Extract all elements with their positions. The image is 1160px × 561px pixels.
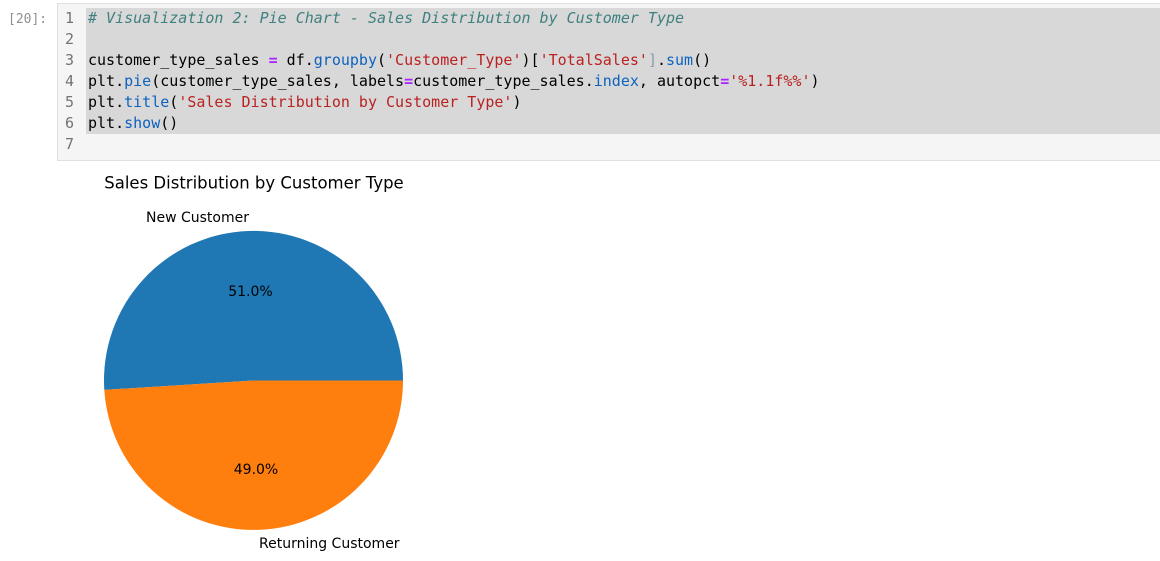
code-token: ) [512, 93, 522, 111]
pie-slice-returning-customer [104, 380, 404, 530]
code-token: sum [666, 51, 694, 69]
execution-count: [20]: [8, 12, 48, 27]
code-token: 'Sales Distribution by Customer Type' [178, 93, 513, 111]
code-token: plt. [88, 72, 125, 90]
code-token: plt. [88, 93, 125, 111]
line-number: 4 [58, 71, 86, 92]
code-token: (customer_type_sales, labels [151, 72, 405, 90]
line-number: 5 [58, 92, 86, 113]
code-line: 4 plt.pie(customer_type_sales, labels=cus… [58, 71, 1160, 92]
code-token: ( [169, 93, 179, 111]
line-number: 7 [58, 134, 86, 155]
code-line: 5 plt.title('Sales Distribution by Custom… [58, 92, 1160, 113]
code-token: title [124, 93, 170, 111]
code-token: ] [647, 51, 657, 69]
code-token: = [404, 72, 414, 90]
code-token: groupby [313, 51, 377, 69]
code-token: 'Customer_Type' [386, 51, 522, 69]
pct-label-returning-customer: 49.0% [234, 462, 278, 478]
code-token: . [656, 51, 666, 69]
pie-slices [104, 230, 404, 530]
line-number: 3 [58, 50, 86, 71]
code-token: pie [124, 72, 152, 90]
code-token: # Visualization 2: Pie Chart - Sales Dis… [88, 9, 685, 27]
wedge-label-returning-customer: Returning Customer [259, 536, 400, 552]
code-token: = [720, 72, 730, 90]
code-line-content: plt.show() [86, 113, 1160, 134]
code-token: () [693, 51, 712, 69]
code-token: '%1.1f%%' [729, 72, 811, 90]
code-token: () [160, 114, 179, 132]
code-token: customer_type_sales. [413, 72, 594, 90]
code-token: ( [377, 51, 387, 69]
code-line: 1 # Visualization 2: Pie Chart - Sales Di… [58, 8, 1160, 29]
figure-output: Sales Distribution by Customer Type New … [0, 160, 640, 561]
code-line-content: plt.pie(customer_type_sales, labels=cust… [86, 71, 1160, 92]
line-number: 2 [58, 29, 86, 50]
pct-label-new-customer: 51.0% [228, 284, 272, 300]
code-line: 6 plt.show() [58, 113, 1160, 134]
code-line-content [86, 134, 1160, 155]
code-token: , autopct [638, 72, 721, 90]
line-number: 1 [58, 8, 86, 29]
code-token: show [124, 114, 161, 132]
code-line: 2 [58, 29, 1160, 50]
line-number: 6 [58, 113, 86, 134]
code-token: = [268, 51, 278, 69]
code-token: )[ [521, 51, 540, 69]
code-line-content: # Visualization 2: Pie Chart - Sales Dis… [86, 8, 1160, 29]
code-token: plt. [88, 114, 125, 132]
code-line-content: plt.title('Sales Distribution by Custome… [86, 92, 1160, 113]
code-token: index [593, 72, 639, 90]
code-token: 'TotalSales' [539, 51, 648, 69]
code-token: ) [810, 72, 820, 90]
code-token: customer_type_sales [88, 51, 269, 69]
code-line-content [86, 29, 1160, 50]
pie-chart-figure: Sales Distribution by Customer Type New … [104, 174, 404, 552]
wedge-label-new-customer: New Customer [146, 210, 249, 226]
code-token: df. [277, 51, 314, 69]
pie-slice-new-customer [104, 230, 404, 390]
chart-title: Sales Distribution by Customer Type [104, 174, 403, 193]
code-line-content: customer_type_sales = df.groupby('Custom… [86, 50, 1160, 71]
code-line: 3 customer_type_sales = df.groupby('Custo… [58, 50, 1160, 71]
code-line: 7 [58, 134, 1160, 155]
code-editor[interactable]: 1 # Visualization 2: Pie Chart - Sales Di… [57, 3, 1160, 161]
